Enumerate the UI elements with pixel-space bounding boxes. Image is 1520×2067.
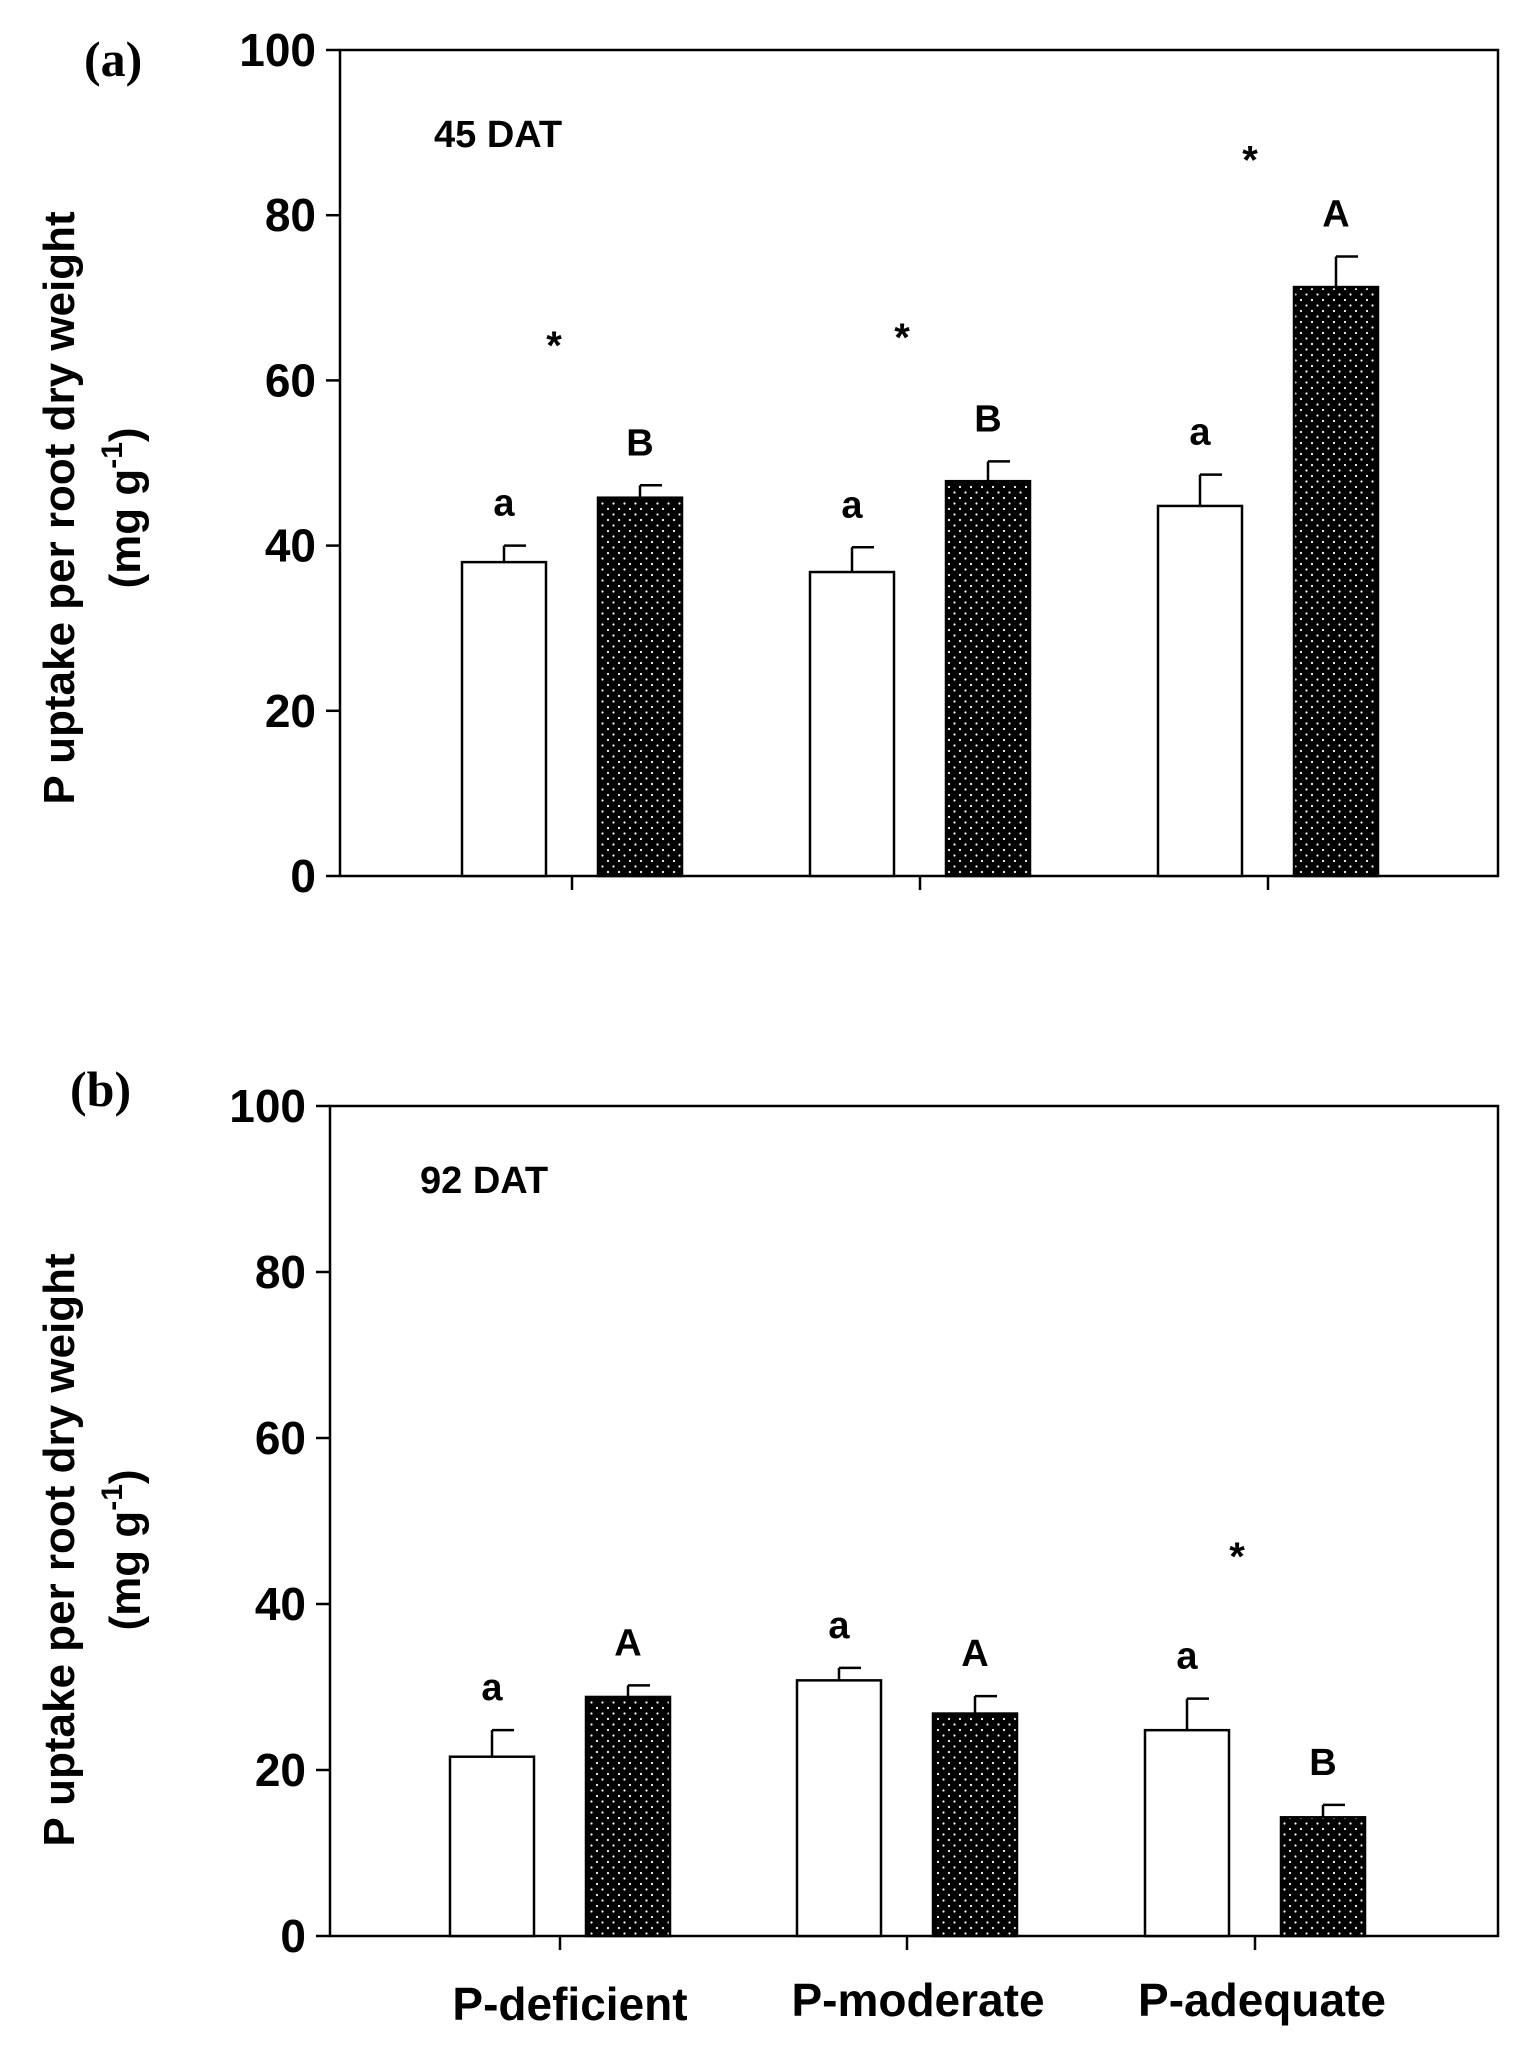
- bar-open: [808, 570, 896, 878]
- y-tick-label: 80: [265, 189, 316, 241]
- y-tick-label: 80: [255, 1246, 306, 1298]
- bar-open: [448, 1755, 536, 1938]
- panel-label: (b): [70, 1061, 131, 1117]
- significance-letter: a: [828, 1605, 850, 1647]
- bar-dotted: [584, 1695, 672, 1938]
- y-tick-label: 100: [239, 24, 316, 76]
- significance-star: *: [894, 316, 910, 360]
- significance-letter: a: [481, 1667, 503, 1709]
- bar-dotted: [596, 496, 684, 878]
- bar-dotted: [1279, 1816, 1367, 1938]
- y-tick-label: 40: [265, 520, 316, 572]
- panel-label: (a): [84, 31, 142, 87]
- y-axis-unit-label: (mg g-1): [96, 1469, 150, 1630]
- significance-letter: A: [961, 1633, 988, 1675]
- x-category-label: P-deficient: [452, 1978, 687, 2030]
- significance-letter: B: [1309, 1742, 1336, 1784]
- bar-open: [1156, 504, 1244, 878]
- bar-dotted: [944, 479, 1032, 878]
- plot-frame: [328, 1104, 1500, 1938]
- timepoint-annotation: 45 DAT: [434, 114, 562, 156]
- significance-letter: A: [614, 1622, 641, 1664]
- significance-star: *: [546, 324, 562, 368]
- significance-letter: B: [626, 422, 653, 464]
- significance-letter: a: [1176, 1636, 1198, 1678]
- bar-open: [460, 560, 548, 878]
- bar-open: [1143, 1728, 1231, 1938]
- panel-b: (b) P uptake per root dry weight (mg g-1…: [35, 1061, 1500, 1962]
- bar-dotted: [1292, 285, 1380, 878]
- y-axis-label: P uptake per root dry weight: [35, 211, 84, 805]
- y-tick-label: 0: [280, 1910, 306, 1962]
- y-tick-label: 20: [255, 1744, 306, 1796]
- significance-letter: a: [1189, 412, 1211, 454]
- significance-star: *: [1229, 1535, 1245, 1579]
- bar-open: [795, 1679, 883, 1938]
- y-tick-label: 60: [265, 354, 316, 406]
- x-category-label: P-adequate: [1138, 1974, 1386, 2026]
- timepoint-annotation: 92 DAT: [420, 1160, 548, 1202]
- significance-star: *: [1242, 138, 1258, 182]
- x-category-label: P-moderate: [791, 1974, 1044, 2026]
- y-tick-label: 40: [255, 1578, 306, 1630]
- significance-letter: a: [841, 484, 863, 526]
- x-category-labels: P-deficient P-moderate P-adequate: [452, 1974, 1386, 2030]
- y-tick-label: 100: [229, 1080, 306, 1132]
- y-axis-label: P uptake per root dry weight: [35, 1253, 84, 1847]
- significance-letter: A: [1322, 194, 1349, 236]
- y-axis-unit-label: (mg g-1): [96, 427, 150, 588]
- bar-dotted: [931, 1712, 1019, 1938]
- panel-a: (a) P uptake per root dry weight (mg g-1…: [35, 24, 1500, 902]
- y-tick-label: 0: [290, 850, 316, 902]
- significance-letter: a: [493, 483, 515, 525]
- y-tick-label: 60: [255, 1412, 306, 1464]
- y-tick-label: 20: [265, 685, 316, 737]
- significance-letter: B: [974, 398, 1001, 440]
